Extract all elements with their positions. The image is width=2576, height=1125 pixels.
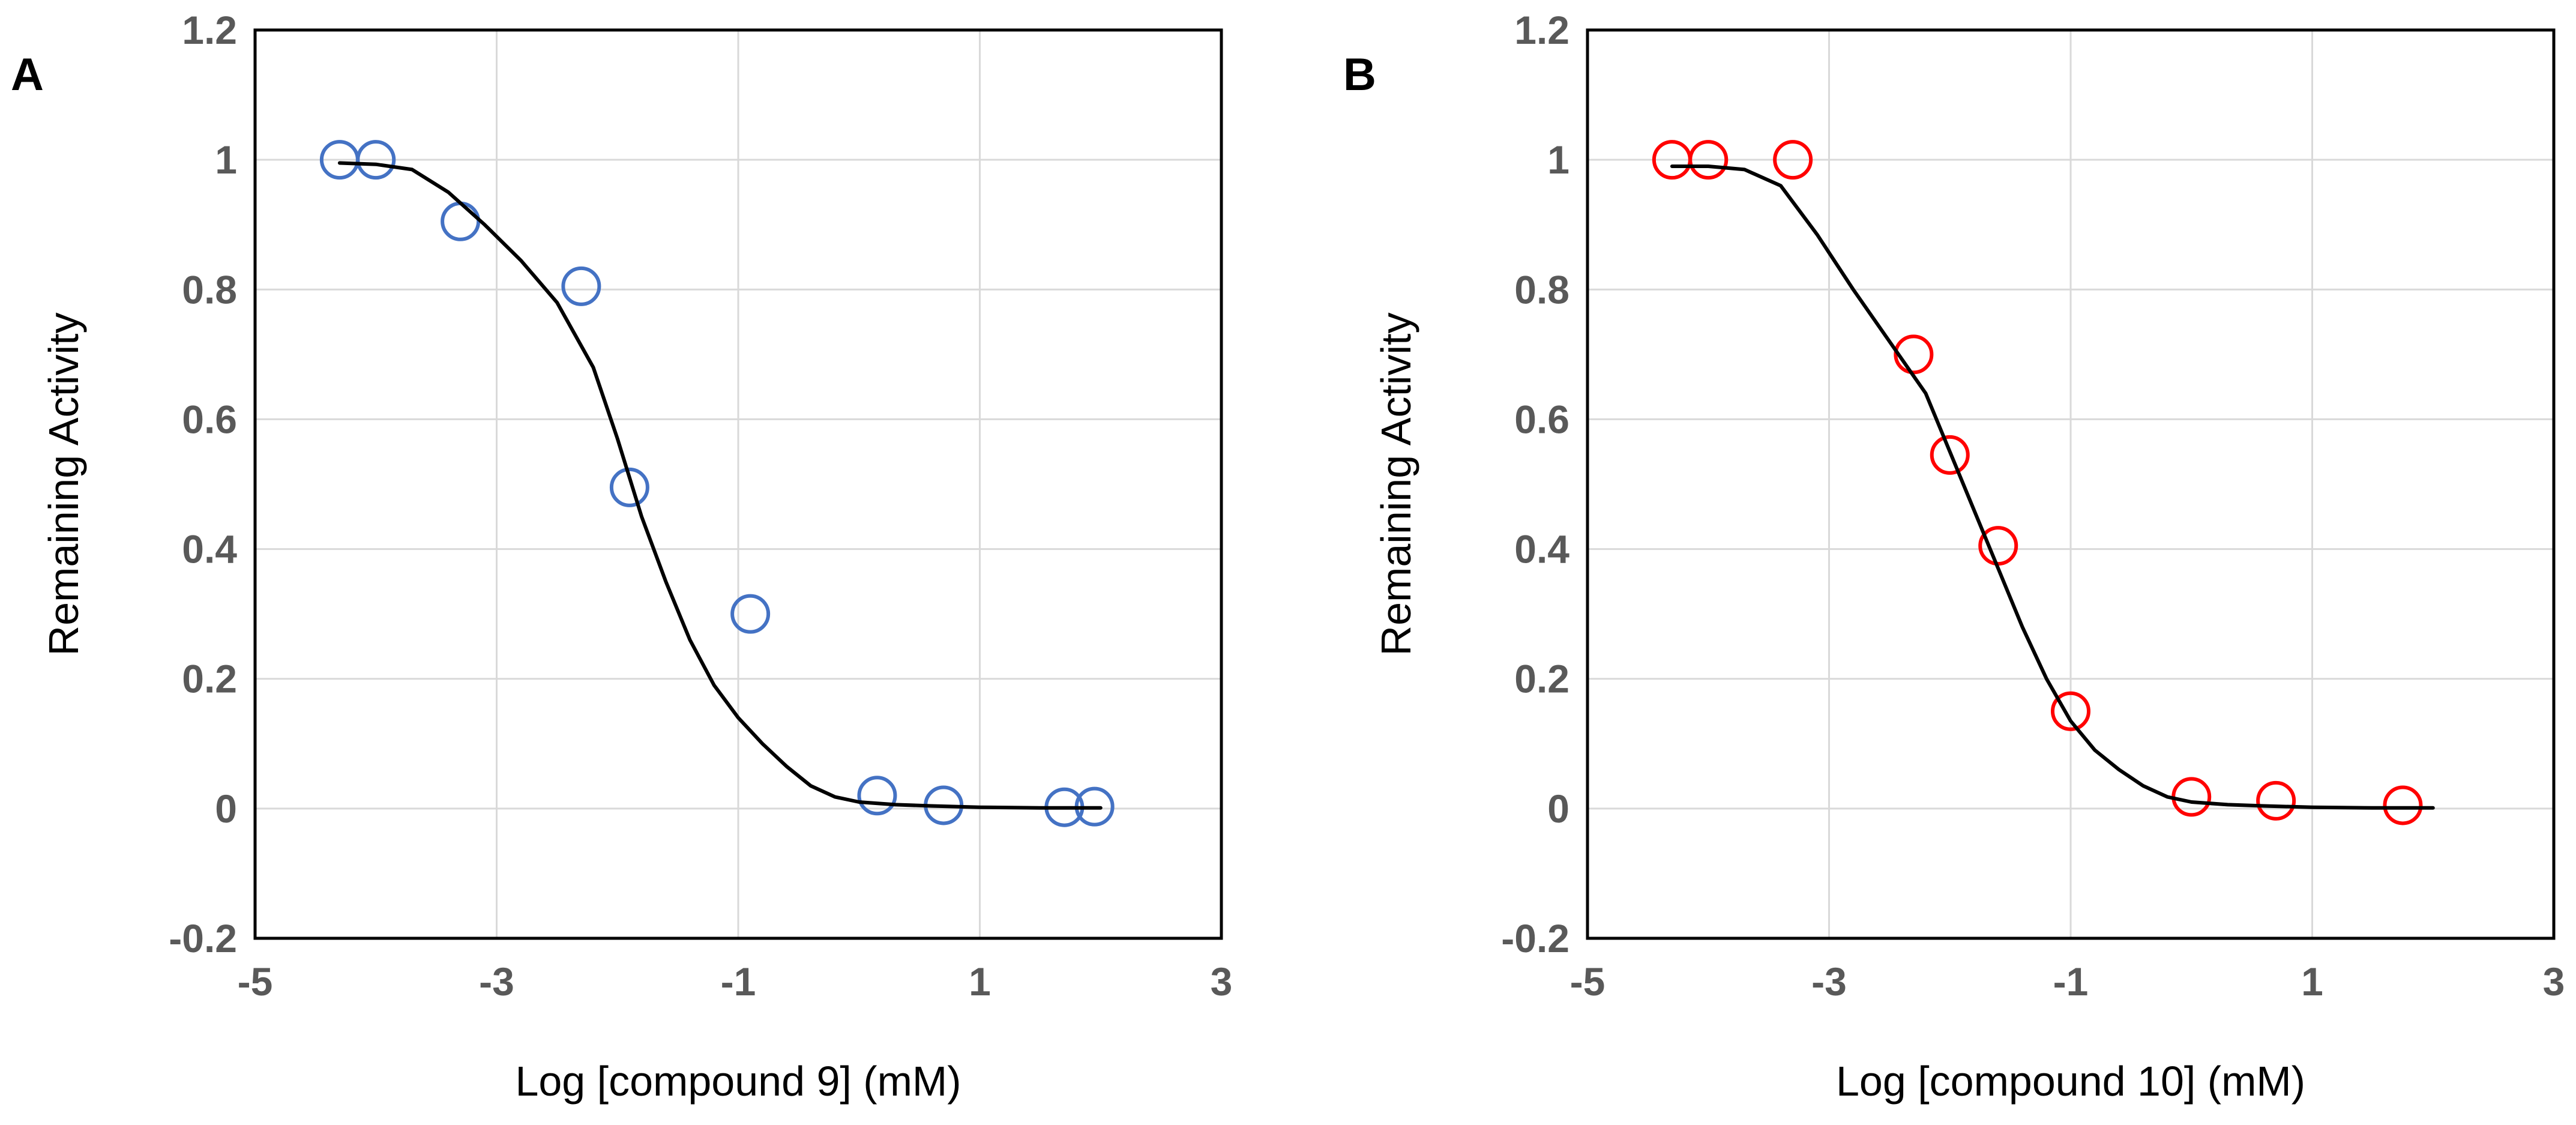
panel-b-data-point bbox=[2256, 780, 2296, 821]
panel-a-data-point bbox=[730, 594, 771, 634]
panel-a-data-point bbox=[561, 266, 601, 306]
panel-b-data-point bbox=[2051, 691, 2090, 731]
panel-a-data-point bbox=[356, 140, 396, 180]
panel-a-y-tick-label: 0.8 bbox=[182, 267, 237, 312]
panel-a-chart: -0.2 0 0.2 0.4 0.6 0.8 1 1.2 -5 -3 -1 1 3 Log [compou… bbox=[11, 8, 1232, 1105]
panel-b-y-tick-label: 0 bbox=[1547, 786, 1569, 831]
panel-b-x-tick-label: -3 bbox=[1811, 959, 1847, 1004]
panel-a-y-tick-label: 0 bbox=[215, 786, 237, 831]
panel-b-data-point bbox=[1894, 334, 1934, 375]
panel-b-y-axis-title: Remaining Activity bbox=[1373, 313, 1419, 656]
panel-b-data-point bbox=[2171, 777, 2212, 817]
panel-b-panel-letter: B bbox=[1343, 49, 1376, 100]
panel-b-y-tick-label: 1.2 bbox=[1514, 8, 1569, 52]
panel-a-x-tick-label: -5 bbox=[238, 959, 273, 1004]
panel-b-y-tick-label: 1 bbox=[1547, 137, 1569, 182]
panel-a-y-tick-label: 1 bbox=[215, 137, 237, 182]
panel-b-data-point bbox=[1930, 435, 1970, 475]
panel-b-data-point bbox=[1978, 526, 2018, 566]
panel-a-plot-frame bbox=[253, 28, 1223, 940]
panel-b-data-point bbox=[1688, 140, 1729, 180]
panel-b-x-tick-label: -5 bbox=[1570, 959, 1605, 1004]
panel-a-panel-letter: A bbox=[11, 49, 44, 100]
panel-b-plot-frame bbox=[1586, 28, 2556, 940]
panel-a-y-tick-label: 0.6 bbox=[182, 397, 237, 441]
panel-b-fit-curve bbox=[1670, 164, 2435, 810]
panel-b-y-tick-label: 0.6 bbox=[1514, 397, 1569, 441]
panel-b-data-point bbox=[2383, 785, 2423, 825]
panel-a-y-tick-label: 0.2 bbox=[182, 657, 237, 701]
panel-b-x-axis-title: Log [compound 10] (mM) bbox=[1836, 1058, 2305, 1105]
panel-a-data-point bbox=[857, 776, 897, 816]
panel-a-data-point bbox=[441, 201, 481, 241]
panel-b-data-point bbox=[1773, 140, 1813, 180]
panel-a-x-tick-label: 3 bbox=[1211, 959, 1233, 1004]
panel-b-y-tick-label: 0.8 bbox=[1514, 267, 1569, 312]
panel-b-x-tick-label: -1 bbox=[2053, 959, 2089, 1004]
panel-a-y-tick-label: -0.2 bbox=[169, 916, 237, 961]
panel-b-x-tick-label: 3 bbox=[2543, 959, 2565, 1004]
panel-a-fit-curve bbox=[337, 161, 1103, 810]
panel-b-x-tick-label: 1 bbox=[2301, 959, 2323, 1004]
panel-b-y-tick-label: 0.2 bbox=[1514, 657, 1569, 701]
panel-b-y-tick-label: 0.4 bbox=[1514, 527, 1569, 572]
panel-a-x-tick-label: -3 bbox=[479, 959, 514, 1004]
panel-a-data-point bbox=[609, 467, 649, 507]
panel-a-y-tick-label: 1.2 bbox=[182, 8, 237, 52]
panel-b-chart: -0.2 0 0.2 0.4 0.6 0.8 1 1.2 -5 -3 -1 1 3 Log [compou… bbox=[1343, 8, 2565, 1105]
panel-b-y-tick-label: -0.2 bbox=[1501, 916, 1569, 961]
panel-a-x-tick-label: 1 bbox=[969, 959, 991, 1004]
panel-a-x-tick-label: -1 bbox=[721, 959, 756, 1004]
panel-a-x-axis-title: Log [compound 9] (mM) bbox=[515, 1058, 961, 1105]
panel-a-y-tick-label: 0.4 bbox=[182, 527, 237, 572]
panel-a-y-axis-title: Remaining Activity bbox=[40, 313, 87, 656]
